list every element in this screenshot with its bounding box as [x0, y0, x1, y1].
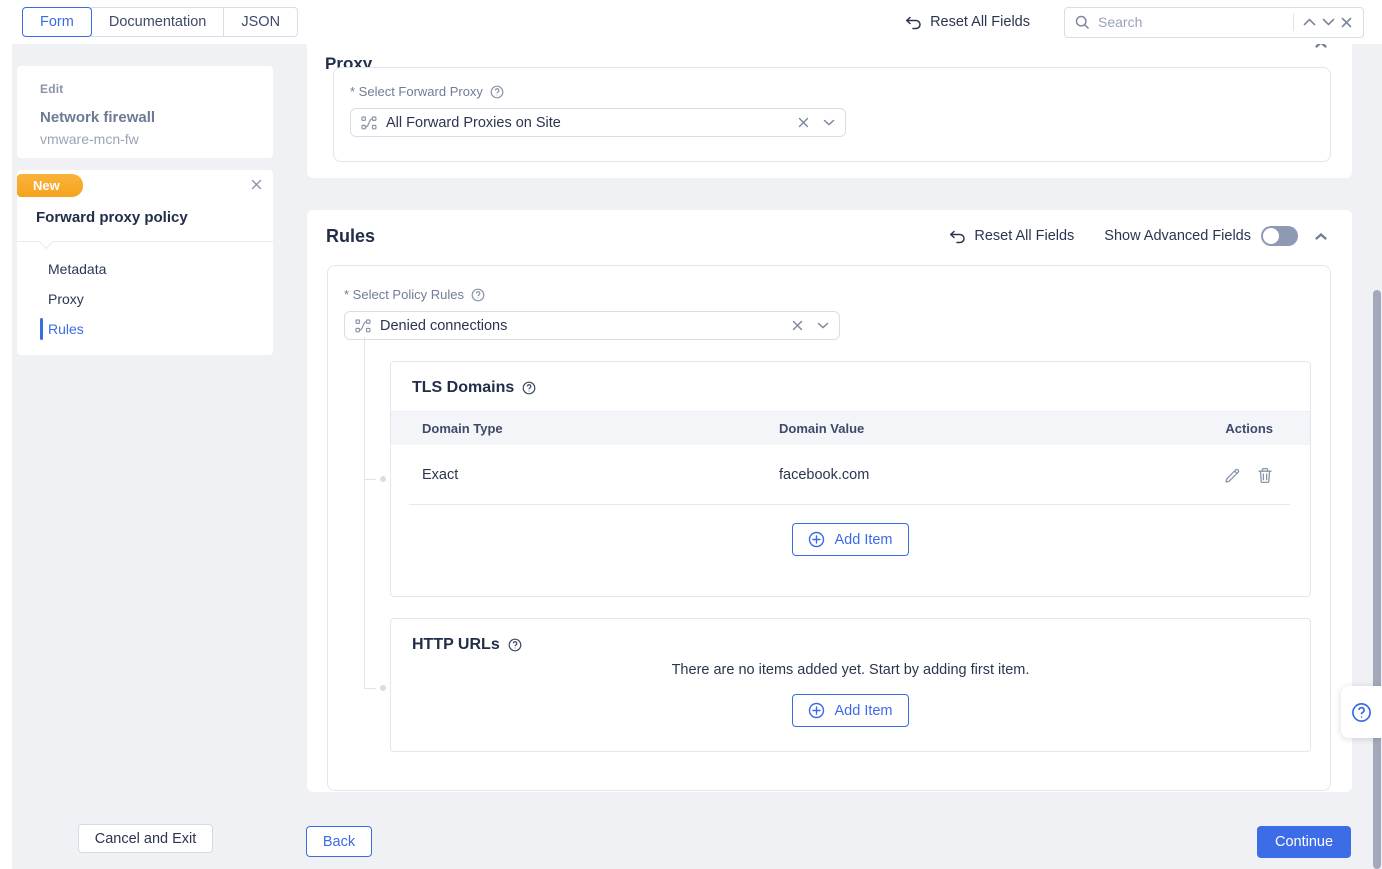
forward-proxy-selected-value: All Forward Proxies on Site [386, 114, 561, 131]
sidebar-item-metadata[interactable]: Metadata [48, 261, 107, 277]
edit-row-button[interactable] [1224, 467, 1241, 484]
chevron-down-icon[interactable] [817, 322, 829, 329]
show-advanced-fields-label: Show Advanced Fields [1104, 228, 1251, 244]
rules-collapse-button[interactable] [1312, 230, 1330, 243]
tab-json[interactable]: JSON [223, 7, 299, 37]
rules-field-group: * Select Policy Rules Denied connections [327, 265, 1331, 791]
search-close-button[interactable] [1338, 14, 1355, 31]
policy-rules-select[interactable]: Denied connections [344, 311, 840, 340]
proxy-section: Proxy * Select Forward Proxy All Forward… [307, 28, 1352, 178]
toggle-knob [1263, 228, 1279, 244]
chevron-down-icon[interactable] [823, 119, 835, 126]
new-badge: New [17, 174, 83, 197]
undo-icon [905, 15, 922, 30]
search-box [1064, 6, 1364, 38]
column-domain-type: Domain Type [422, 421, 503, 436]
http-urls-empty-message: There are no items added yet. Start by a… [671, 662, 1030, 678]
tab-form[interactable]: Form [22, 7, 92, 37]
tree-node-dot [380, 476, 386, 482]
sidebar-item-rules[interactable]: Rules [17, 314, 273, 344]
reset-all-fields-label: Reset All Fields [930, 14, 1030, 30]
back-button[interactable]: Back [306, 826, 372, 857]
rules-reset-label: Reset All Fields [974, 228, 1075, 244]
cell-domain-type: Exact [422, 467, 459, 483]
tab-documentation[interactable]: Documentation [90, 7, 225, 37]
tls-domains-add-item-button[interactable]: Add Item [792, 523, 909, 556]
http-urls-title: HTTP URLs [391, 619, 1310, 668]
scrollbar-thumb[interactable] [1373, 290, 1381, 869]
section-nav: Metadata Proxy Rules [17, 254, 273, 344]
sidebar-item-proxy[interactable]: Proxy [48, 291, 84, 307]
cell-domain-value: facebook.com [779, 467, 870, 483]
plus-circle-icon [808, 531, 825, 548]
search-prev-button[interactable] [1300, 15, 1319, 29]
help-icon[interactable] [471, 288, 485, 302]
plus-circle-icon [808, 702, 825, 719]
rules-header: Rules Reset All Fields Show Advanced Fie… [307, 210, 1352, 262]
help-question-icon [1351, 702, 1372, 723]
tls-domains-title: TLS Domains [391, 362, 1310, 412]
forward-proxy-field-label: * Select Forward Proxy [350, 84, 1330, 99]
reset-all-fields-button[interactable]: Reset All Fields [905, 14, 1030, 30]
page-canvas: Edit Network firewall vmware-mcn-fw New … [12, 28, 1372, 869]
undo-icon [949, 229, 966, 244]
left-edge-strip [0, 44, 12, 869]
reference-icon [355, 318, 371, 333]
edit-context-card: Edit Network firewall vmware-mcn-fw [17, 66, 273, 158]
topbar: Form Documentation JSON Reset All Fields [0, 0, 1382, 44]
tree-node-dot [380, 685, 386, 691]
clear-selection-icon[interactable] [798, 117, 809, 128]
policy-rules-field-label: * Select Policy Rules [344, 287, 1330, 302]
rules-reset-all-fields-button[interactable]: Reset All Fields [949, 228, 1074, 244]
context-object-name: vmware-mcn-fw [40, 131, 139, 147]
tls-domains-table-header: Domain Type Domain Value Actions [391, 412, 1310, 445]
scrollbar-track[interactable] [1372, 44, 1382, 869]
search-input[interactable] [1098, 14, 1287, 30]
help-icon[interactable] [522, 381, 536, 395]
tree-connector-line [364, 337, 365, 688]
column-actions: Actions [1225, 421, 1273, 436]
reference-icon [361, 115, 377, 130]
forward-proxy-select[interactable]: All Forward Proxies on Site [350, 108, 846, 137]
continue-button[interactable]: Continue [1257, 826, 1351, 858]
search-divider [1293, 13, 1294, 31]
table-row: Exact facebook.com [391, 445, 1310, 505]
panel-divider [17, 241, 273, 242]
clear-selection-icon[interactable] [792, 320, 803, 331]
show-advanced-fields-toggle[interactable] [1261, 226, 1298, 246]
tree-branch [364, 688, 376, 689]
context-object-type: Network firewall [40, 109, 156, 126]
delete-row-button[interactable] [1257, 467, 1273, 484]
panel-close-button[interactable] [248, 176, 265, 193]
tree-branch [364, 479, 376, 480]
search-next-button[interactable] [1319, 15, 1338, 29]
tls-domains-card: TLS Domains Domain Type Domain Value Act… [390, 361, 1311, 597]
rules-section: Rules Reset All Fields Show Advanced Fie… [307, 210, 1352, 792]
edit-kicker: Edit [40, 82, 64, 96]
http-urls-add-item-button[interactable]: Add Item [792, 694, 909, 727]
proxy-field-group: * Select Forward Proxy All Forward Proxi… [333, 67, 1331, 162]
http-urls-card: HTTP URLs There are no items added yet. … [390, 618, 1311, 752]
panel-title: Forward proxy policy [36, 209, 188, 226]
view-tab-group: Form Documentation JSON [22, 7, 299, 37]
forward-proxy-policy-card: New Forward proxy policy Metadata Proxy … [17, 170, 273, 355]
search-icon [1075, 15, 1090, 30]
column-domain-value: Domain Value [779, 421, 865, 436]
help-icon[interactable] [490, 85, 504, 99]
rules-section-title: Rules [326, 225, 376, 246]
help-icon[interactable] [508, 638, 522, 652]
cancel-and-exit-button[interactable]: Cancel and Exit [78, 824, 213, 853]
help-button[interactable] [1341, 686, 1382, 738]
policy-rules-selected-value: Denied connections [380, 317, 508, 334]
topbar-right: Reset All Fields [905, 6, 1364, 38]
